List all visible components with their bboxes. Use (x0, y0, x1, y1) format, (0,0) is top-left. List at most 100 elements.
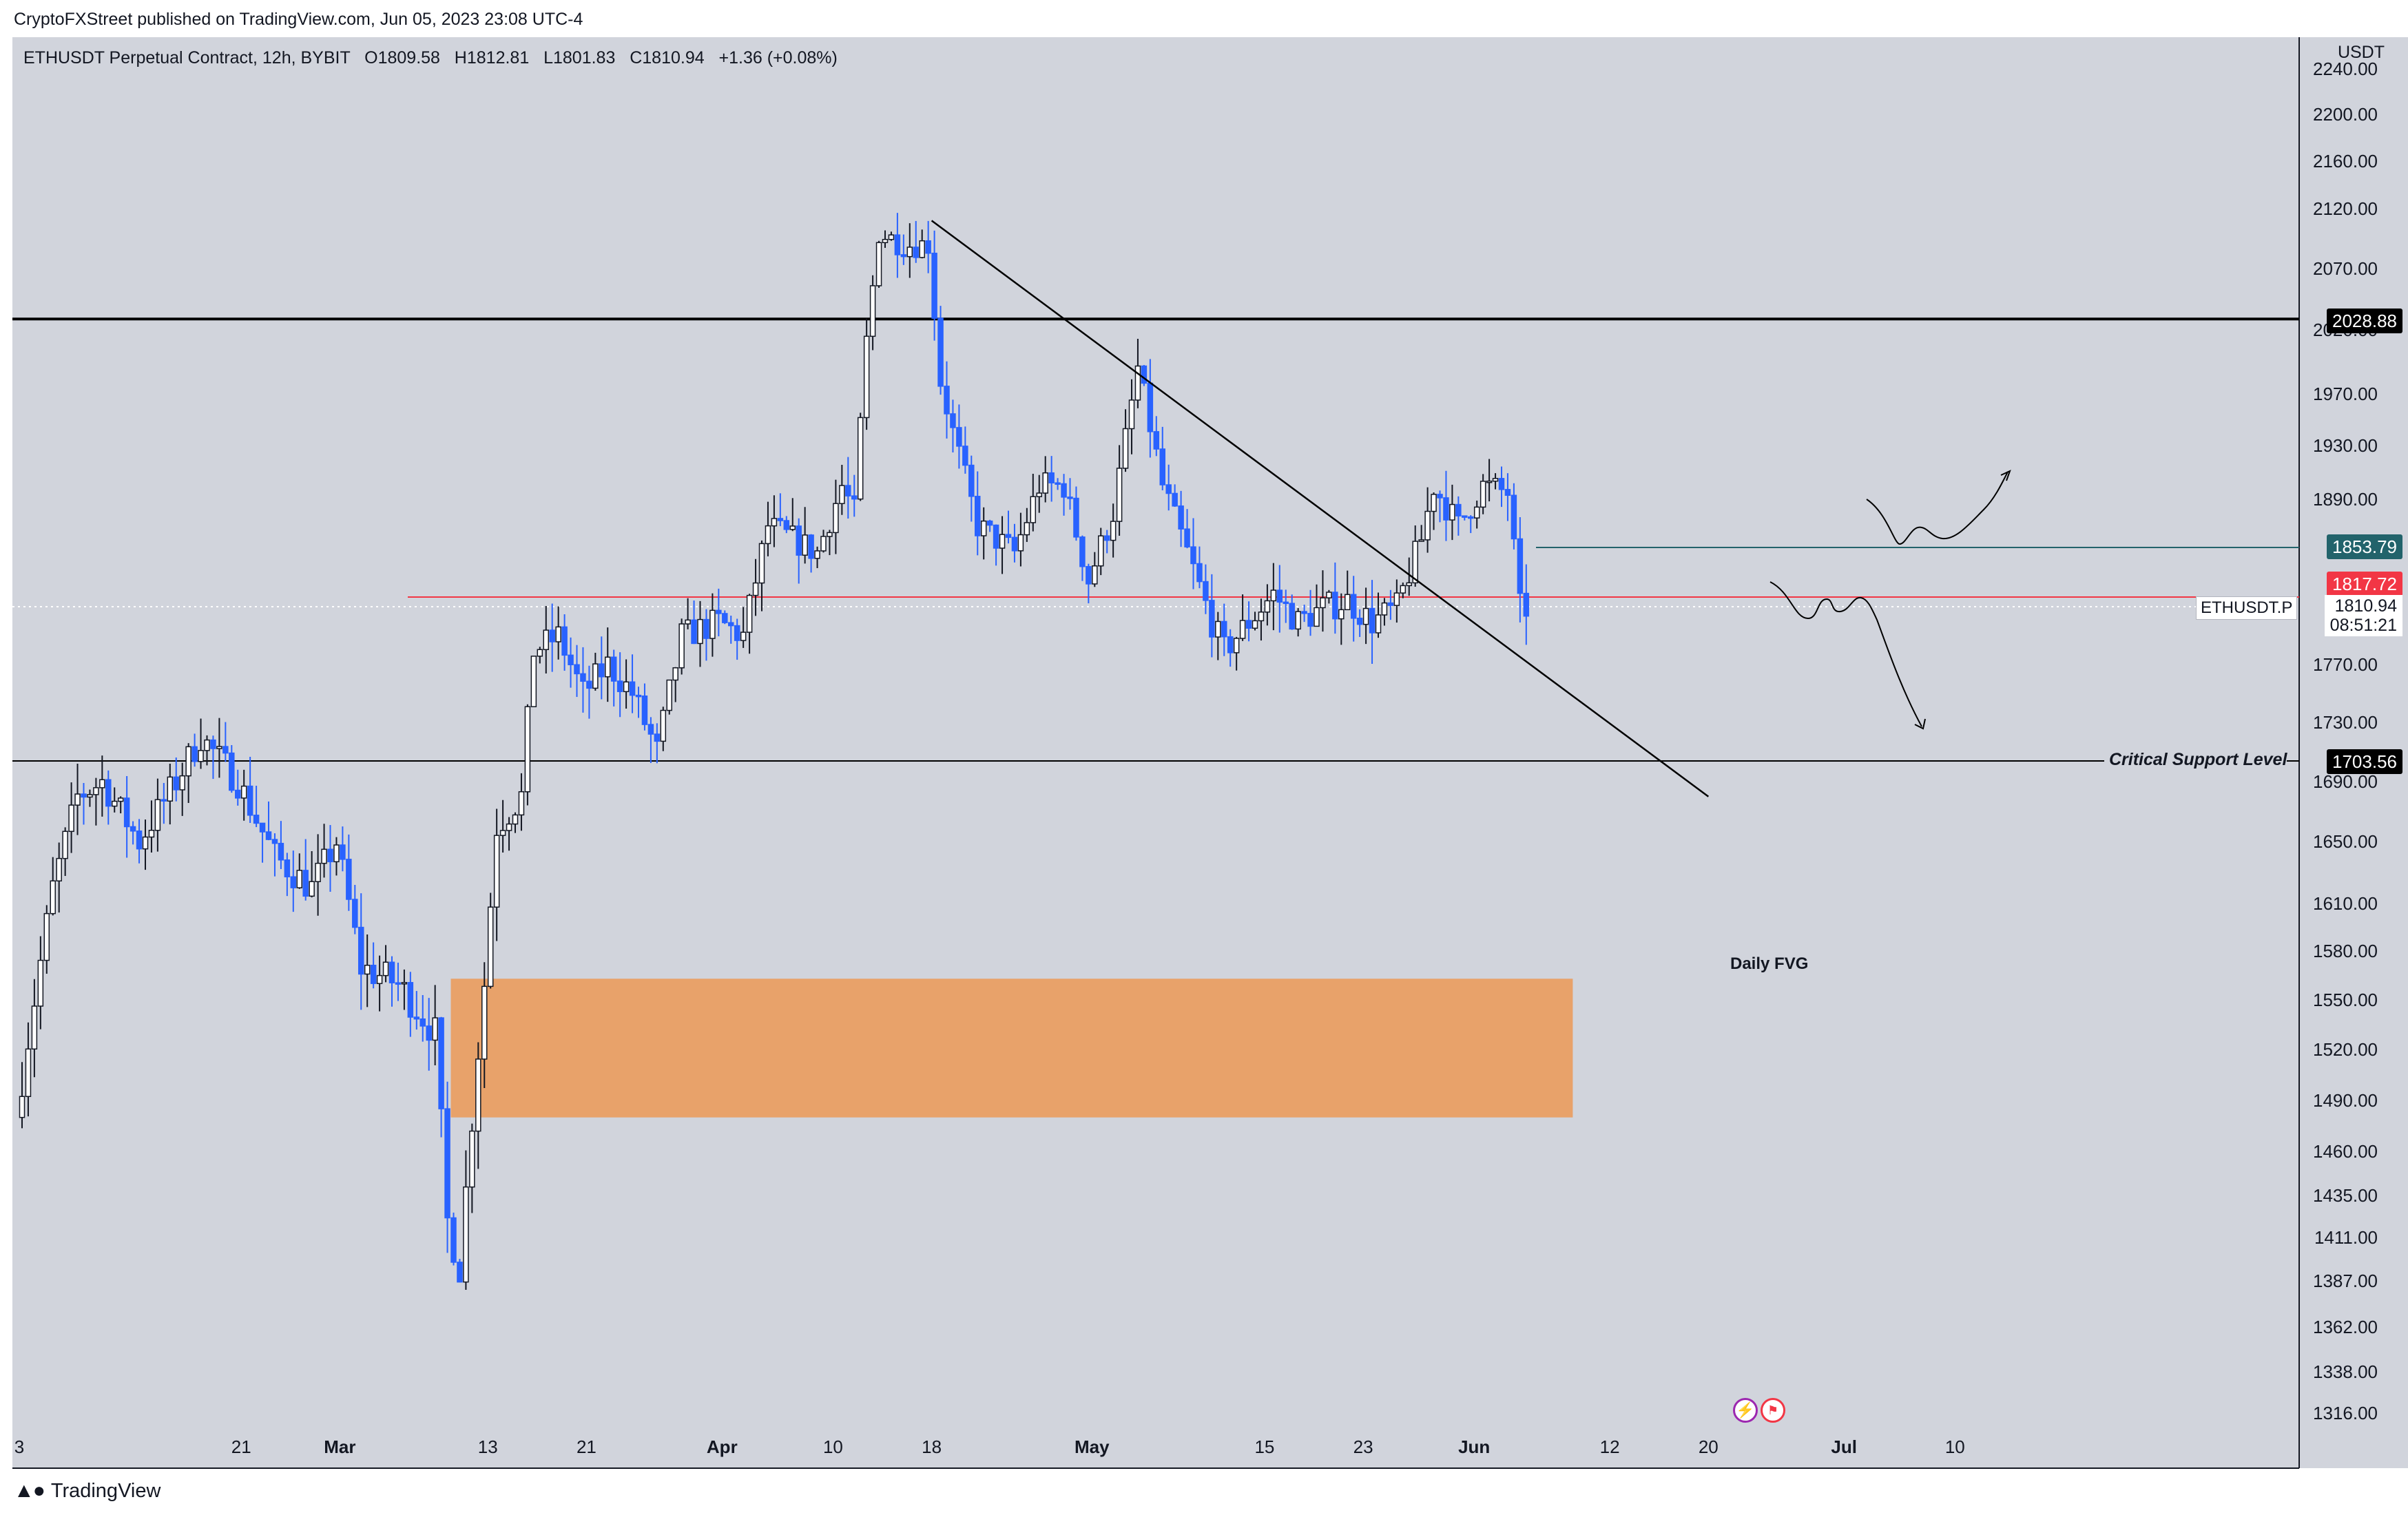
candle-up[interactable] (506, 823, 512, 831)
candle-down[interactable] (1196, 563, 1203, 583)
candle-up[interactable] (1270, 589, 1277, 602)
candle-up[interactable] (758, 543, 765, 584)
candle-up[interactable] (315, 862, 321, 882)
candle-down[interactable] (173, 776, 179, 791)
candle-up[interactable] (1406, 582, 1412, 587)
candle-up[interactable] (1258, 612, 1265, 622)
candle-down[interactable] (722, 613, 728, 623)
candle-down[interactable] (413, 1016, 420, 1020)
candle-up[interactable] (185, 746, 191, 777)
candle-up[interactable] (765, 525, 771, 545)
candle-down[interactable] (105, 779, 112, 807)
candle-down[interactable] (210, 739, 216, 749)
candle-up[interactable] (1122, 428, 1129, 469)
candle-up[interactable] (740, 631, 747, 641)
candle-down[interactable] (1283, 601, 1289, 605)
candle-up[interactable] (839, 485, 845, 504)
candle-down[interactable] (1289, 603, 1295, 630)
candle-up[interactable] (87, 794, 93, 798)
candle-up[interactable] (1036, 492, 1042, 497)
candle-down[interactable] (1523, 592, 1530, 617)
candle-up[interactable] (543, 629, 549, 651)
candle-down[interactable] (944, 386, 950, 415)
candle-down[interactable] (845, 485, 851, 497)
candle-up[interactable] (1424, 510, 1431, 541)
candle-down[interactable] (900, 254, 907, 258)
candle-up[interactable] (382, 961, 389, 976)
candle-up[interactable] (37, 959, 44, 1007)
candle-up[interactable] (43, 912, 50, 961)
candle-up[interactable] (463, 1186, 469, 1283)
candle-down[interactable] (1369, 607, 1376, 634)
candle-down[interactable] (235, 789, 241, 799)
candle-up[interactable] (752, 582, 759, 596)
candle-down[interactable] (975, 496, 981, 536)
candle-down[interactable] (549, 629, 555, 642)
candle-up[interactable] (62, 830, 68, 859)
candle-up[interactable] (1042, 472, 1048, 494)
candle-up[interactable] (376, 974, 383, 984)
candle-up[interactable] (25, 1048, 32, 1097)
candle-up[interactable] (820, 536, 827, 552)
candle-up[interactable] (827, 532, 833, 537)
candle-up[interactable] (524, 706, 531, 793)
candle-down[interactable] (962, 446, 968, 466)
candle-up[interactable] (112, 800, 118, 807)
candle-down[interactable] (1172, 492, 1178, 507)
candle-up[interactable] (789, 525, 796, 530)
candle-up[interactable] (1418, 539, 1424, 542)
candle-up[interactable] (204, 739, 210, 751)
candle-up[interactable] (1134, 365, 1141, 401)
candle-down[interactable] (352, 899, 358, 928)
candle-down[interactable] (370, 964, 377, 984)
candle-up[interactable] (1295, 611, 1301, 630)
candle-down[interactable] (1504, 489, 1511, 496)
candle-up[interactable] (863, 335, 870, 419)
candle-up[interactable] (697, 618, 703, 645)
candle-up[interactable] (1492, 478, 1499, 482)
candle-up[interactable] (142, 836, 149, 850)
candle-up[interactable] (1375, 614, 1382, 634)
candle-up[interactable] (1338, 609, 1345, 620)
candle-down[interactable] (327, 848, 333, 863)
candle-up[interactable] (50, 880, 56, 915)
candle-down[interactable] (191, 746, 198, 762)
candle-down[interactable] (388, 961, 395, 983)
candle-down[interactable] (808, 534, 814, 559)
candle-down[interactable] (1005, 534, 1012, 539)
candle-up[interactable] (74, 793, 81, 806)
candle-up[interactable] (888, 234, 895, 240)
candle-down[interactable] (1190, 546, 1196, 565)
candle-down[interactable] (654, 733, 661, 742)
candle-up[interactable] (1412, 541, 1418, 584)
candle-up[interactable] (93, 787, 99, 795)
candle-up[interactable] (666, 679, 672, 711)
candle-down[interactable] (610, 656, 617, 682)
candle-down[interactable] (222, 746, 229, 754)
candle-up[interactable] (198, 750, 204, 762)
candle-down[interactable] (783, 520, 790, 530)
candle-up[interactable] (1473, 506, 1480, 519)
candle-down[interactable] (647, 724, 654, 735)
candle-up[interactable] (518, 791, 525, 816)
candle-down[interactable] (395, 982, 402, 985)
candle-up[interactable] (999, 534, 1006, 549)
candle-down[interactable] (265, 831, 272, 840)
candle-up[interactable] (216, 746, 222, 749)
candle-up[interactable] (709, 609, 716, 639)
candle-down[interactable] (986, 520, 993, 526)
candle-down[interactable] (290, 876, 297, 888)
candle-up[interactable] (1345, 594, 1351, 611)
candle-down[interactable] (925, 240, 931, 254)
candle-down[interactable] (635, 694, 642, 698)
candle-up[interactable] (364, 964, 371, 975)
candle-down[interactable] (1159, 448, 1165, 485)
candle-up[interactable] (481, 985, 488, 1060)
candle-down[interactable] (340, 844, 346, 860)
candle-down[interactable] (716, 609, 722, 614)
candle-down[interactable] (1165, 484, 1172, 494)
candle-down[interactable] (937, 317, 944, 387)
candle-up[interactable] (1233, 638, 1240, 654)
candle-up[interactable] (530, 656, 537, 707)
candle-down[interactable] (703, 618, 709, 639)
